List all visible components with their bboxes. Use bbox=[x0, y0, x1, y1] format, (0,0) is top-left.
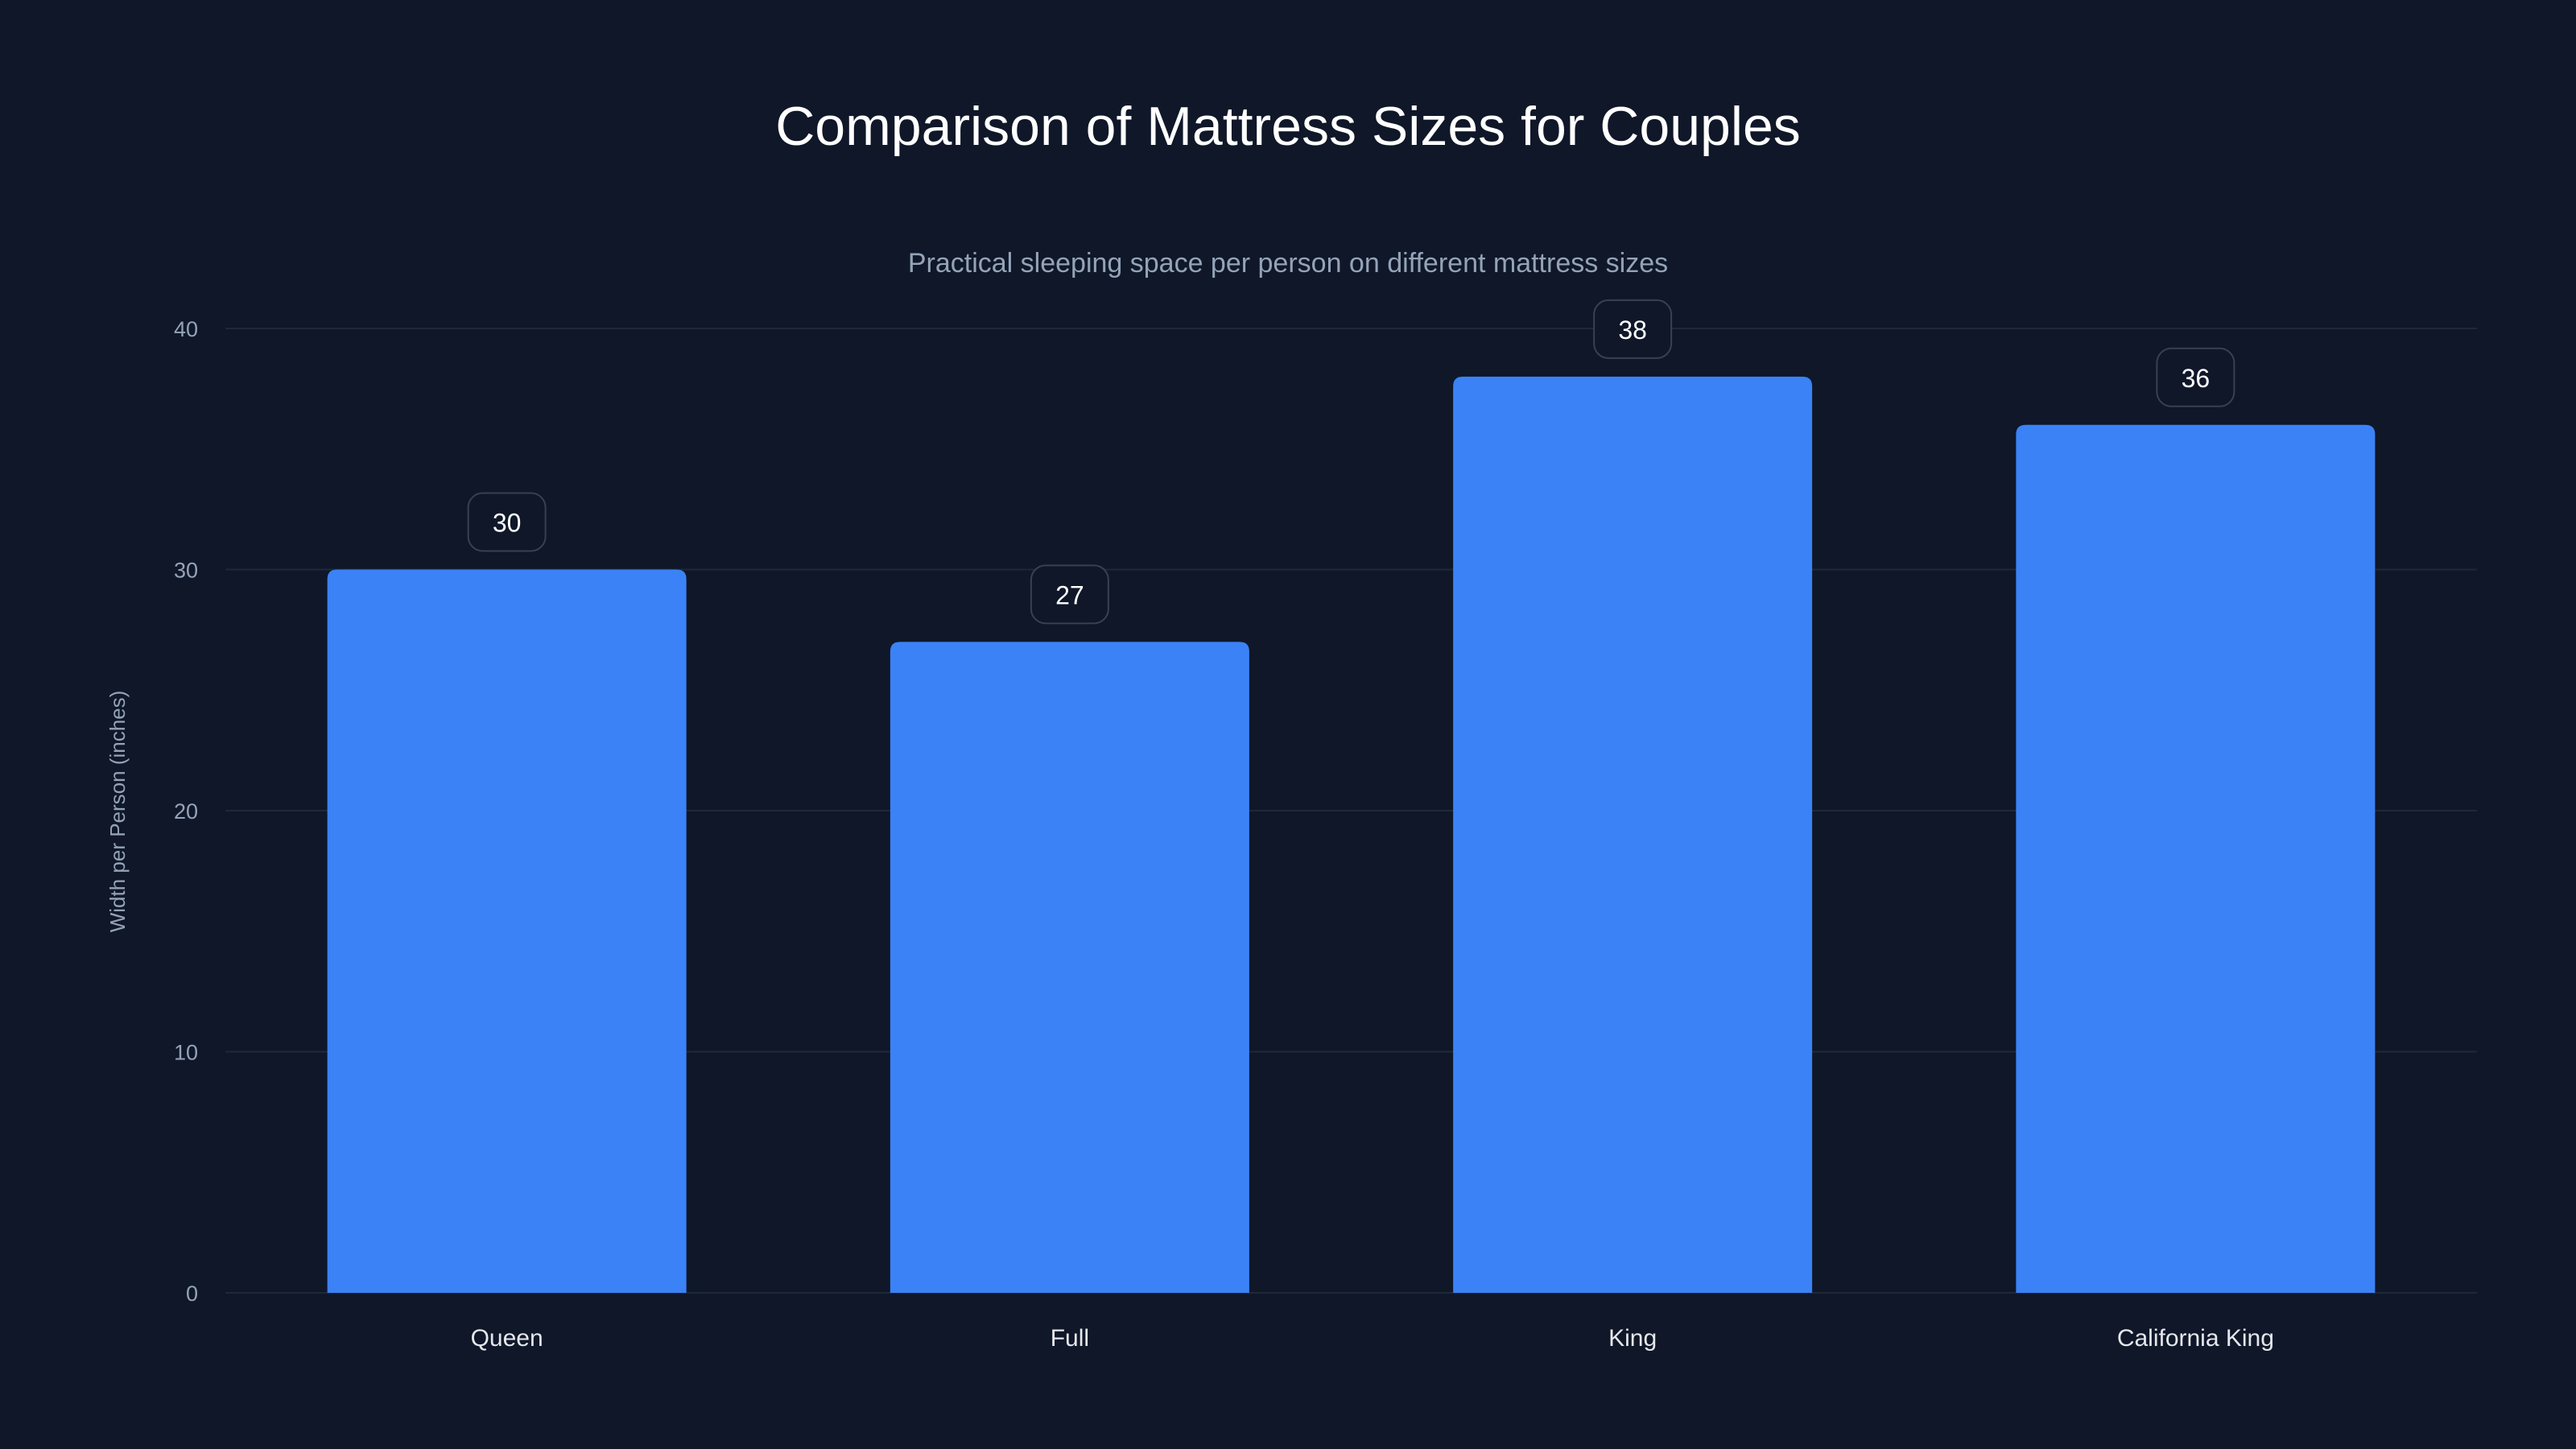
data-label: 36 bbox=[2182, 364, 2211, 393]
bar-full bbox=[890, 642, 1249, 1293]
y-tick-label: 20 bbox=[174, 799, 198, 824]
data-label-box bbox=[467, 492, 547, 552]
bar-queen bbox=[327, 569, 687, 1293]
x-tick-label: Queen bbox=[471, 1325, 543, 1352]
chart-title: Comparison of Mattress Sizes for Couples bbox=[775, 96, 1801, 157]
y-tick-label: 30 bbox=[174, 559, 198, 583]
chart-subtitle: Practical sleeping space per person on d… bbox=[908, 248, 1668, 279]
x-tick-label: King bbox=[1608, 1325, 1657, 1352]
y-tick-label: 0 bbox=[186, 1282, 198, 1306]
y-tick-label: 10 bbox=[174, 1041, 198, 1065]
data-label: 38 bbox=[1618, 316, 1647, 345]
data-label-box bbox=[2156, 347, 2235, 407]
x-tick-label: California King bbox=[2117, 1325, 2274, 1352]
y-tick-label: 40 bbox=[174, 317, 198, 341]
bar-king bbox=[1453, 376, 1813, 1293]
data-label: 30 bbox=[493, 509, 522, 538]
y-axis-label: Width per Person (inches) bbox=[105, 691, 130, 933]
data-label-box bbox=[1030, 564, 1109, 625]
bar-california-king bbox=[2016, 424, 2376, 1293]
x-tick-label: Full bbox=[1051, 1325, 1089, 1352]
data-label: 27 bbox=[1055, 580, 1084, 609]
data-label-box bbox=[1593, 299, 1673, 359]
